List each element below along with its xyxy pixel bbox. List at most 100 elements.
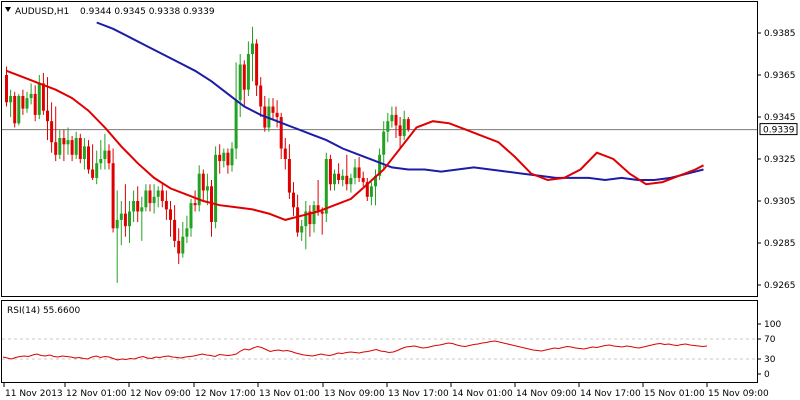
candle xyxy=(316,180,320,216)
candle xyxy=(242,60,246,107)
candle xyxy=(308,205,312,237)
candle-body xyxy=(54,142,58,155)
candle-body xyxy=(144,190,148,208)
rsi-tick-label: 70 xyxy=(764,335,776,345)
candle-body xyxy=(128,211,131,227)
candle xyxy=(292,182,295,216)
candle xyxy=(205,173,209,206)
candle-body xyxy=(46,110,49,122)
candle xyxy=(115,190,119,283)
candle-body xyxy=(271,106,275,113)
candle-body xyxy=(119,213,123,220)
rsi-line xyxy=(2,340,708,361)
candle xyxy=(300,219,304,241)
candle xyxy=(312,201,316,233)
dropdown-triangle-icon[interactable] xyxy=(5,7,11,12)
price-axis: 0.9385 0.9365 0.9345 0.9325 0.9305 0.9285 0.92… xyxy=(757,29,796,291)
candle-body xyxy=(201,173,205,191)
candle xyxy=(374,169,377,206)
candle-body xyxy=(394,114,398,126)
rsi-panel[interactable] xyxy=(1,300,758,383)
candle-body xyxy=(78,138,82,159)
candle xyxy=(255,39,259,96)
candle-body xyxy=(82,146,86,159)
candle-body xyxy=(136,201,140,212)
candle-body xyxy=(300,226,304,233)
candle-body xyxy=(37,83,41,115)
time-axis: 11 Nov 2013 12 Nov 01:00 12 Nov 09:00 12 No… xyxy=(3,383,769,399)
candle-body xyxy=(369,186,373,197)
candle xyxy=(78,133,82,164)
candle-body xyxy=(123,213,127,227)
candle xyxy=(251,26,254,82)
candle-body xyxy=(177,240,181,254)
price-tick-label: 0.9345 xyxy=(764,113,796,123)
candle-body xyxy=(390,114,394,122)
candle-body xyxy=(29,93,33,99)
candle-body xyxy=(50,121,54,143)
candle-body xyxy=(21,96,25,109)
time-tick-label: 13 Nov 09:00 xyxy=(324,389,385,399)
candle xyxy=(259,77,263,117)
candle-body xyxy=(210,186,213,222)
candle xyxy=(50,102,54,153)
candle xyxy=(5,66,8,107)
candle-body xyxy=(17,96,21,124)
candle-body xyxy=(304,211,308,227)
candle xyxy=(386,112,390,143)
candle-body xyxy=(320,211,324,214)
candle xyxy=(275,100,279,128)
candle xyxy=(136,186,140,222)
candle xyxy=(95,150,99,185)
candle xyxy=(226,148,230,174)
candle xyxy=(144,184,148,212)
candle xyxy=(128,201,131,243)
candle-body xyxy=(361,177,365,183)
candle-body xyxy=(275,112,279,117)
time-tick-label: 13 Nov 01:00 xyxy=(259,389,320,399)
candle-body xyxy=(91,169,95,178)
candle-body xyxy=(292,192,295,208)
candle xyxy=(87,140,90,174)
candle xyxy=(382,121,386,170)
candle-body xyxy=(9,96,13,103)
candle xyxy=(324,152,328,222)
candle xyxy=(328,154,332,191)
time-tick-label: 12 Nov 09:00 xyxy=(130,389,191,399)
candle xyxy=(21,89,25,115)
candle xyxy=(390,106,394,128)
candle xyxy=(230,142,234,172)
candle xyxy=(148,184,152,212)
candle-body xyxy=(242,64,246,90)
candle xyxy=(189,198,193,237)
candle-body xyxy=(238,64,242,101)
candle-body xyxy=(107,150,111,164)
candle-body xyxy=(111,163,115,229)
candle xyxy=(214,146,218,229)
candle xyxy=(345,154,349,191)
candle xyxy=(91,144,95,180)
candle xyxy=(54,106,58,162)
candle-body xyxy=(312,205,316,225)
candle-body xyxy=(214,154,218,222)
candle-body xyxy=(341,175,345,180)
candle-body xyxy=(365,182,369,197)
fast-moving-average-line xyxy=(6,69,704,221)
candle xyxy=(357,156,361,183)
candle-body xyxy=(333,173,336,185)
candle-body xyxy=(386,121,390,132)
time-tick-label: 14 Nov 17:00 xyxy=(580,389,641,399)
candle xyxy=(119,201,123,246)
time-tick-label: 13 Nov 17:00 xyxy=(388,389,449,399)
candle-body xyxy=(95,163,99,178)
candle xyxy=(402,110,406,141)
candle xyxy=(222,148,226,168)
candlestick-series xyxy=(5,26,410,283)
candle-body xyxy=(148,190,152,204)
candle xyxy=(13,91,17,128)
candle xyxy=(103,133,107,170)
candle-body xyxy=(5,75,8,103)
candle xyxy=(349,173,353,193)
candle xyxy=(66,127,70,155)
